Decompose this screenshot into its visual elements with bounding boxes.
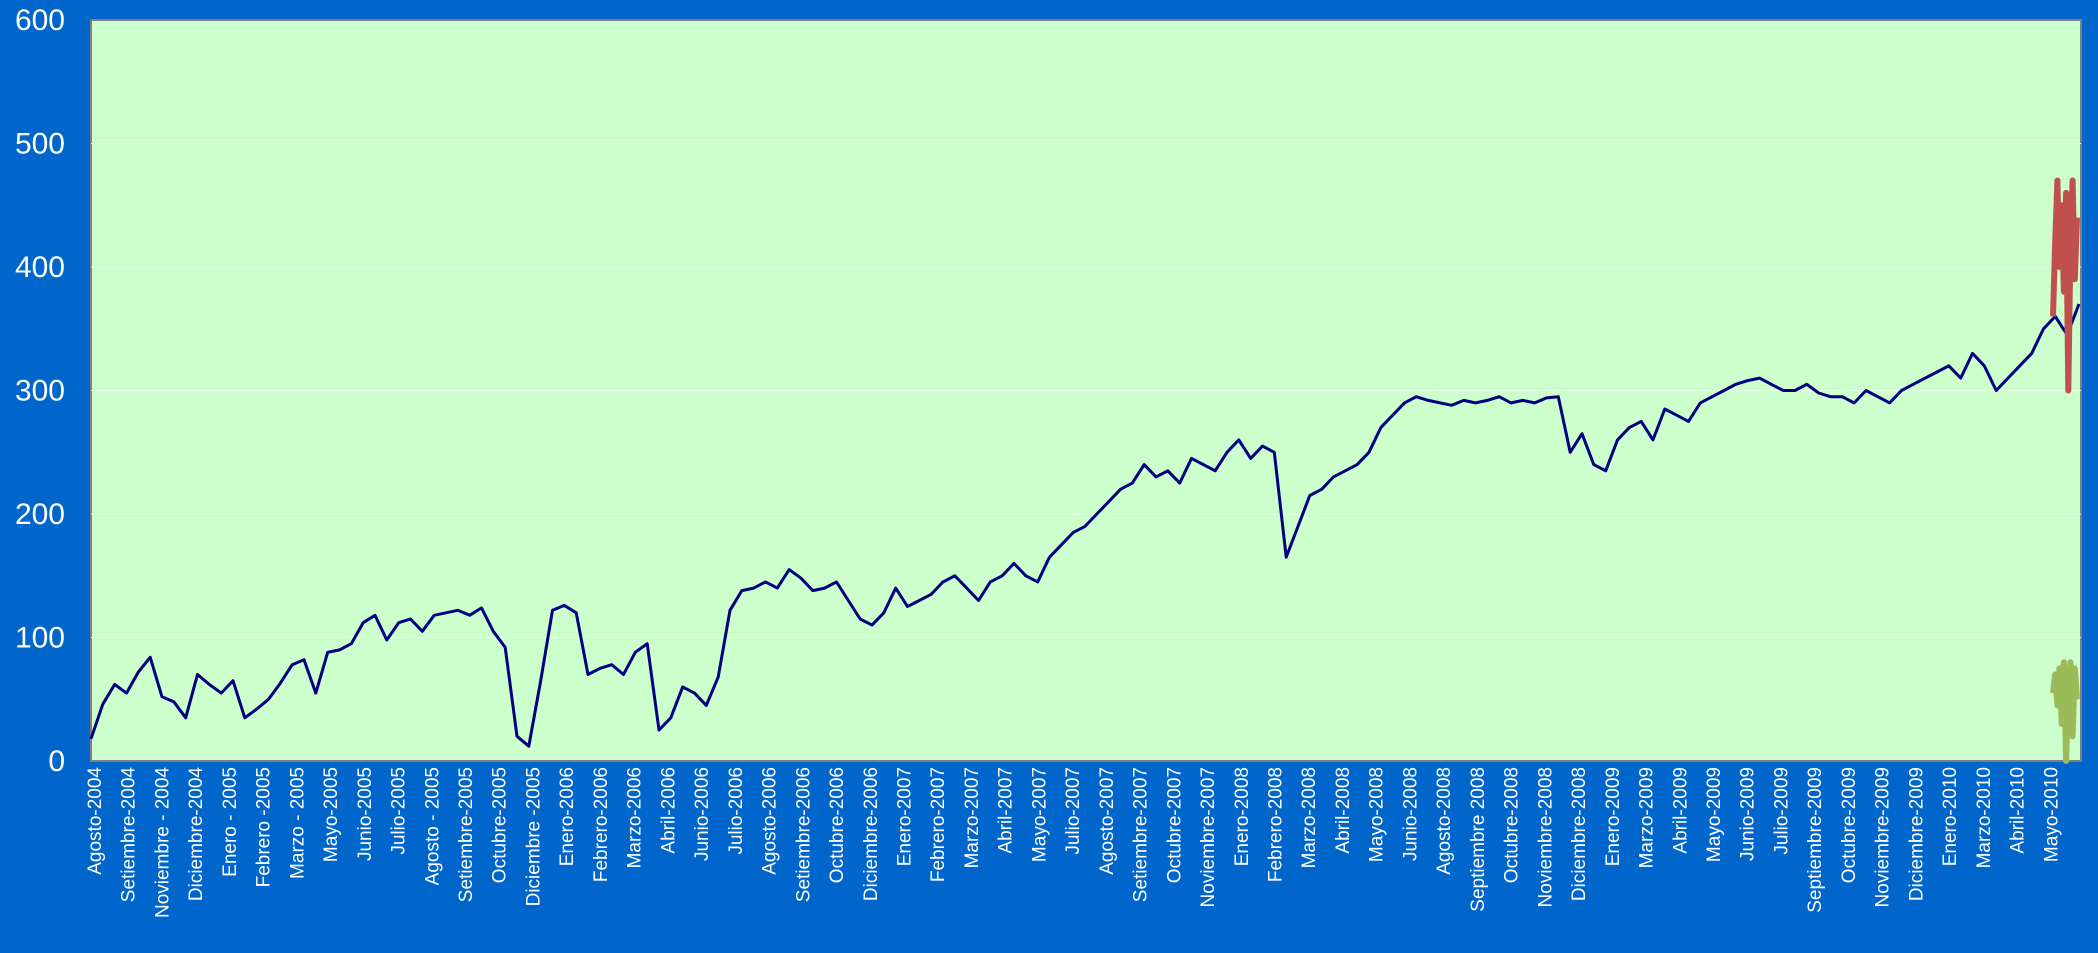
x-tick-label: Agosto-2007 [1097,767,1118,875]
y-tick-label: 0 [48,745,65,778]
y-tick-label: 200 [15,498,65,531]
x-tick-label: Febrero-2008 [1266,767,1287,882]
x-tick-label: Abril-2010 [2008,767,2029,854]
y-tick-label: 500 [15,128,65,161]
x-tick-label: Octubre-2005 [490,767,511,883]
x-tick-label: Octubre-2007 [1164,767,1185,883]
x-tick-label: Noviembre-2009 [1873,767,1894,907]
x-tick-label: Diciembre-2009 [1906,767,1927,901]
x-tick-label: Noviembre - 2004 [153,767,174,918]
x-tick-label: Setiembre-2007 [1131,767,1152,902]
x-tick-label: Agosto-2006 [760,767,781,875]
x-tick-label: Agosto-2008 [1434,767,1455,875]
grid-lines [91,143,2081,638]
x-tick-label: Febrero-2007 [928,767,949,882]
x-tick-label: Junio-2006 [692,767,713,861]
x-tick-label: Julio-2005 [389,767,410,855]
series-group [89,177,2081,764]
x-tick-label: Octubre-2008 [1502,767,1523,883]
x-tick-label: Mayo-2008 [1367,767,1388,862]
x-tick-label: Mayo-2010 [2041,767,2062,862]
x-tick-label: Enero-2007 [895,767,916,866]
x-tick-label: Octubre-2009 [1839,767,1860,883]
x-axis: Agosto-2004 Setiembre-2004 Noviembre - 200… [85,767,2062,918]
x-tick-label: Diciembre-2008 [1569,767,1590,901]
x-tick-label: Diciembre-2006 [861,767,882,901]
x-tick-label: Marzo - 2005 [287,767,308,879]
x-tick-label: Abril-2008 [1333,767,1354,854]
x-tick-label: Enero - 2005 [220,767,241,877]
x-tick-label: Marzo-2007 [962,767,983,868]
x-tick-label: Mayo-2007 [1029,767,1050,862]
x-tick-label: Junio-2008 [1400,767,1421,861]
x-tick-label: Abril-2007 [996,767,1017,854]
x-tick-label: Setiembre-2005 [456,767,477,902]
y-axis: 0 100 200 300 400 500 600 [15,4,65,778]
x-tick-label: Octubre-2006 [827,767,848,883]
x-tick-label: Junio-2009 [1738,767,1759,861]
x-tick-label: Marzo-2006 [625,767,646,868]
x-tick-label: Diciembre-2004 [186,767,207,902]
x-tick-label: Septiembre-2009 [1805,767,1826,913]
x-tick-label: Agosto-2004 [85,767,106,875]
x-tick-label: Julio-2006 [726,767,747,855]
x-tick-label: Febrero -2005 [254,767,275,887]
x-tick-label: Junio-2005 [355,767,376,861]
x-tick-label: Enero-2008 [1232,767,1253,866]
x-tick-label: Enero-2009 [1603,767,1624,866]
series-line-0 [89,303,2081,748]
x-tick-label: Mayo-2009 [1704,767,1725,862]
x-tick-label: Mayo-2005 [321,767,342,862]
x-tick-label: Septiembre 2008 [1468,767,1489,912]
x-tick-label: Enero-2006 [557,767,578,866]
y-tick-label: 300 [15,375,65,408]
x-tick-label: Noviembre-2008 [1535,767,1556,907]
x-tick-label: Agosto - 2005 [422,767,443,885]
x-tick-label: Marzo-2008 [1299,767,1320,868]
x-tick-label: Marzo-2009 [1637,767,1658,868]
x-tick-label: Julio-2009 [1771,767,1792,855]
x-tick-label: Marzo-2010 [1974,767,1995,868]
y-tick-label: 600 [15,4,65,37]
y-tick-label: 400 [15,251,65,284]
series-line-1 [2050,177,2080,394]
x-tick-label: Setiembre-2006 [793,767,814,902]
x-tick-label: Abril-2006 [658,767,679,854]
x-tick-label: Diciembre -2005 [524,767,545,906]
x-tick-label: Setiembre-2004 [119,767,140,903]
series-line-2 [2050,659,2080,764]
x-tick-label: Julio-2007 [1063,767,1084,855]
x-tick-label: Febrero-2006 [591,767,612,882]
y-tick-label: 100 [15,622,65,655]
x-tick-label: Noviembre-2007 [1198,767,1219,907]
x-tick-label: Enero-2010 [1940,767,1961,866]
x-tick-label: Abril-2009 [1670,767,1691,854]
